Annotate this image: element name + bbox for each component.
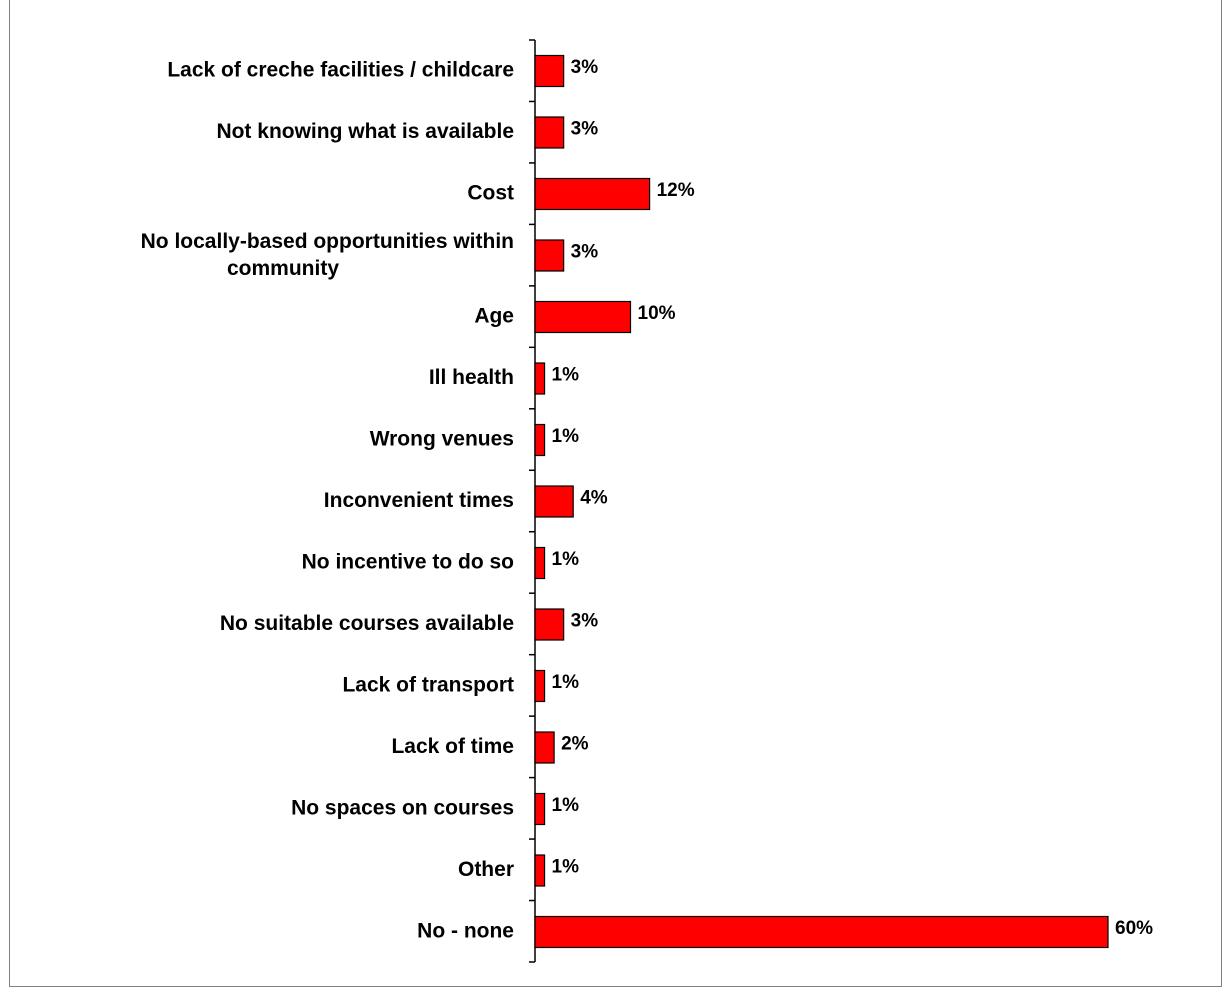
value-label: 3% — [571, 119, 599, 140]
value-label: 1% — [552, 549, 580, 570]
bar — [534, 915, 1109, 949]
bar — [534, 362, 546, 395]
value-label: 1% — [552, 795, 580, 816]
bar — [534, 608, 565, 641]
value-labels: 3% 3% 12% 3% 10% 1% 1% 4% 1% 3% 1% 2% 1% 1% 60% — [552, 57, 1154, 939]
bar — [534, 116, 565, 149]
bars — [534, 54, 1109, 949]
bar — [534, 731, 555, 764]
value-label: 1% — [552, 426, 580, 447]
bar — [534, 485, 574, 518]
value-label: 3% — [571, 611, 599, 632]
category-label: Cost — [467, 182, 514, 205]
value-label: 12% — [657, 180, 695, 201]
category-label: Lack of creche facilities / childcare — [167, 59, 514, 82]
category-label: Lack of time — [391, 735, 514, 758]
category-label: No suitable courses available — [220, 612, 514, 635]
category-label: Other — [458, 858, 514, 881]
value-label: 3% — [571, 57, 599, 78]
category-label: Age — [474, 305, 514, 328]
category-label: Lack of transport — [342, 674, 514, 697]
bar — [534, 423, 546, 457]
value-label: 60% — [1115, 918, 1153, 939]
bar — [534, 546, 546, 580]
category-axis — [529, 39, 536, 963]
value-label: 4% — [580, 488, 608, 509]
chart-frame — [9, 0, 1222, 987]
bar — [534, 300, 632, 334]
bar — [534, 854, 546, 887]
category-label: Not knowing what is available — [216, 120, 514, 143]
value-label: 2% — [561, 734, 589, 755]
value-label: 1% — [552, 365, 580, 386]
category-label: Ill health — [429, 366, 514, 389]
category-labels: Lack of creche facilities / childcare Not… — [141, 59, 514, 943]
bar — [534, 177, 651, 211]
value-label: 1% — [552, 857, 580, 878]
category-label: No - none — [417, 920, 514, 943]
category-label: No incentive to do so — [302, 551, 514, 574]
value-label: 3% — [571, 242, 599, 263]
category-label: No spaces on courses — [291, 797, 514, 820]
bar — [534, 239, 565, 272]
bar — [534, 669, 546, 703]
category-label: Wrong venues — [370, 428, 514, 451]
value-label: 1% — [552, 672, 580, 693]
category-label: No locally-based opportunities within com… — [141, 230, 514, 280]
bar — [534, 792, 546, 826]
bar — [534, 54, 565, 88]
value-label: 10% — [638, 303, 676, 324]
category-label: Inconvenient times — [324, 489, 514, 512]
